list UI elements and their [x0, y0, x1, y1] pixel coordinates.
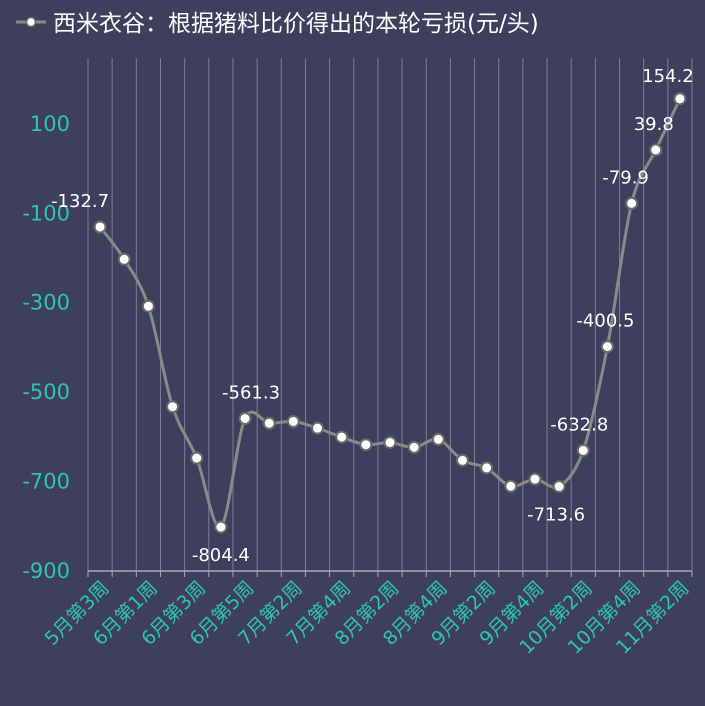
series-points [93, 92, 687, 534]
data-label: -79.9 [602, 167, 649, 188]
data-point [625, 196, 639, 210]
data-label: 154.2 [642, 66, 694, 87]
y-tick-label: -300 [22, 291, 70, 315]
data-label: -132.7 [51, 191, 109, 212]
y-tick-label: -700 [22, 469, 70, 493]
data-point [262, 416, 276, 430]
data-point [407, 440, 421, 454]
data-point [359, 438, 373, 452]
data-point [286, 414, 300, 428]
data-point [600, 340, 614, 354]
y-axis: 100 -100 -300 -500 -700 -900 [22, 112, 70, 583]
data-label: -804.4 [192, 545, 250, 566]
data-point [214, 520, 228, 534]
legend: 西米衣谷：根据猪料比价得出的本轮亏损(元/头) [16, 11, 539, 37]
data-point [649, 143, 663, 157]
data-point [480, 461, 494, 475]
data-point [166, 400, 180, 414]
legend-marker-icon [25, 16, 37, 28]
data-point [335, 430, 349, 444]
data-point [455, 453, 469, 467]
data-labels: -132.7 -804.4 -561.3 -713.6 -632.8 -400.5 -79.… [51, 66, 694, 566]
data-label: -400.5 [576, 311, 634, 332]
data-point [576, 443, 590, 457]
grid [87, 58, 693, 571]
data-point [190, 451, 204, 465]
data-point [141, 299, 155, 313]
data-point [311, 421, 325, 435]
y-tick-label: -500 [22, 380, 70, 404]
data-point [238, 411, 252, 425]
data-point [117, 252, 131, 266]
data-label: -561.3 [222, 382, 280, 403]
data-point [383, 435, 397, 449]
data-label: -713.6 [527, 505, 585, 526]
y-tick-label: 100 [30, 112, 70, 136]
data-label: -632.8 [550, 414, 608, 435]
y-tick-label: -900 [22, 559, 70, 583]
data-point [552, 480, 566, 494]
legend-label: 西米衣谷：根据猪料比价得出的本轮亏损(元/头) [53, 11, 539, 37]
data-point [673, 92, 687, 106]
data-label: 39.8 [634, 114, 674, 135]
data-point [528, 472, 542, 486]
data-point [431, 432, 445, 446]
data-point [504, 479, 518, 493]
data-point [93, 220, 107, 234]
y-tick-label: -100 [22, 201, 70, 225]
